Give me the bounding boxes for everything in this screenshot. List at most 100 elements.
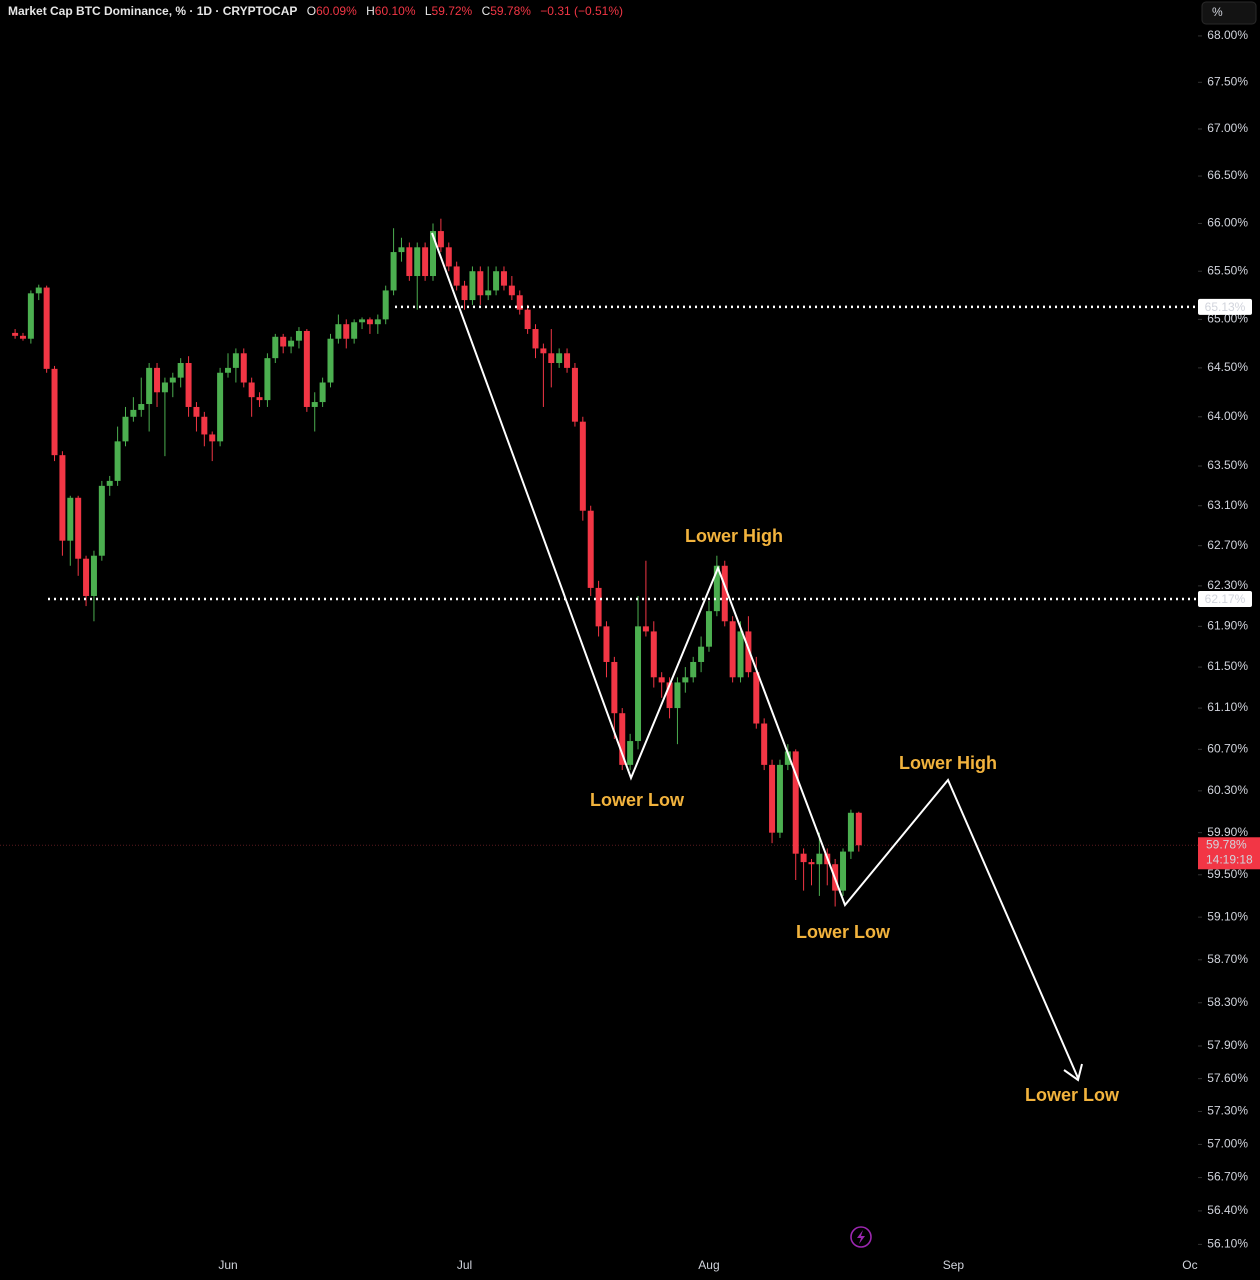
- candle-body: [611, 661, 618, 714]
- y-tick-label: 57.00%: [1207, 1137, 1248, 1151]
- y-tick-label: 61.50%: [1207, 659, 1248, 673]
- y-tick-label: 65.00%: [1207, 312, 1248, 326]
- candle-body: [351, 322, 358, 339]
- candle-body: [414, 247, 421, 277]
- candle-body: [658, 677, 665, 683]
- candle-body: [201, 416, 208, 435]
- candle-body: [453, 266, 460, 286]
- y-tick-label: 57.60%: [1207, 1071, 1248, 1085]
- candle-body: [816, 853, 823, 865]
- candle-body: [154, 367, 161, 393]
- y-tick-label: 64.00%: [1207, 409, 1248, 423]
- arrow-head: [1063, 1063, 1083, 1082]
- candle-body: [642, 626, 649, 632]
- candle-body: [753, 672, 760, 724]
- candle-body: [19, 335, 26, 339]
- x-tick-label: Sep: [943, 1258, 965, 1272]
- candle-body: [256, 397, 263, 401]
- countdown: 14:19:18: [1206, 852, 1253, 866]
- candle-body: [769, 764, 776, 833]
- price-axis: 68.00% 67.50% 67.00% 66.50% 66.00% 65.50% 65.0…: [1198, 26, 1260, 1280]
- y-tick-label: 58.70%: [1207, 952, 1248, 966]
- candle-body: [264, 358, 271, 401]
- candle-body: [705, 611, 712, 647]
- candle-body: [564, 353, 571, 368]
- candle-body: [808, 862, 815, 865]
- candle-body: [114, 441, 121, 481]
- annotation: Lower Low: [796, 922, 891, 942]
- candle-body: [343, 324, 350, 339]
- icon[interactable]: [857, 1230, 865, 1244]
- candle-body: [161, 382, 168, 393]
- candle-body: [374, 319, 381, 325]
- candle-body: [516, 295, 523, 310]
- candle-body: [603, 626, 610, 662]
- candle-body: [579, 421, 586, 511]
- ohlc-key: O: [307, 4, 316, 18]
- candle-body: [713, 565, 720, 612]
- annotation: Lower High: [685, 526, 783, 546]
- candle-body: [12, 332, 19, 336]
- x-tick-label: Aug: [698, 1258, 719, 1272]
- candle-body: [319, 382, 326, 403]
- candle-body: [477, 271, 484, 296]
- candle-body: [784, 751, 791, 765]
- candle-body: [540, 348, 547, 354]
- header: Market Cap BTC Dominance, % · 1D · CRYPT…: [8, 4, 623, 18]
- candle-body: [169, 377, 176, 383]
- candle-body: [682, 677, 689, 683]
- y-tick-label: 56.40%: [1207, 1203, 1248, 1217]
- candle-body: [130, 409, 137, 417]
- candle-body: [698, 646, 705, 662]
- candle-body: [390, 252, 397, 291]
- candle-body: [303, 330, 310, 407]
- candle-body: [595, 587, 602, 627]
- candle-body: [83, 558, 90, 596]
- candle-body: [729, 621, 736, 678]
- candle-body: [461, 285, 468, 301]
- candle-body: [493, 271, 500, 291]
- candle-body: [98, 485, 105, 556]
- candle-body: [690, 661, 697, 678]
- candle-body: [177, 363, 184, 378]
- level-label-box: [1198, 591, 1252, 608]
- candle-body: [627, 741, 634, 765]
- ohlc-value: 59.72%: [432, 4, 473, 18]
- icon[interactable]: [850, 1226, 872, 1248]
- plot-area: [0, 218, 1198, 907]
- candle-body: [847, 812, 854, 852]
- candle-body: [217, 372, 224, 442]
- candle-body: [571, 367, 578, 422]
- level-label: 62.17%: [1205, 592, 1246, 606]
- candle-body: [776, 764, 783, 833]
- candle-body: [51, 368, 58, 456]
- y-tick-label: 61.90%: [1207, 619, 1248, 633]
- candle-body: [59, 455, 66, 541]
- x-tick-label: Oc: [1182, 1258, 1197, 1272]
- y-tick-label: 66.50%: [1207, 168, 1248, 182]
- y-tick-label: 66.00%: [1207, 216, 1248, 230]
- annotation: Lower Low: [590, 790, 685, 810]
- candle-body: [193, 406, 200, 417]
- candle-body: [792, 751, 799, 854]
- candle-body: [666, 682, 673, 709]
- chart-title: Market Cap BTC Dominance, % · 1D · CRYPT…: [8, 4, 297, 18]
- annotation: Lower Low: [1025, 1085, 1120, 1105]
- candle-body: [485, 290, 492, 296]
- y-tick-label: 58.30%: [1207, 995, 1248, 1009]
- candle-body: [855, 812, 862, 846]
- candle-body: [737, 631, 744, 678]
- candle-body: [335, 324, 342, 339]
- unit-button[interactable]: [1201, 1, 1257, 25]
- ohlc-value: 60.09%: [316, 4, 357, 18]
- candle-body: [232, 353, 239, 368]
- candle-body: [437, 231, 444, 248]
- ohlc-key: C: [482, 4, 491, 18]
- candle-body: [90, 555, 97, 596]
- unit-label[interactable]: %: [1212, 5, 1223, 19]
- candle-body: [524, 309, 531, 330]
- candle-body: [800, 853, 807, 863]
- candle-body: [430, 231, 437, 277]
